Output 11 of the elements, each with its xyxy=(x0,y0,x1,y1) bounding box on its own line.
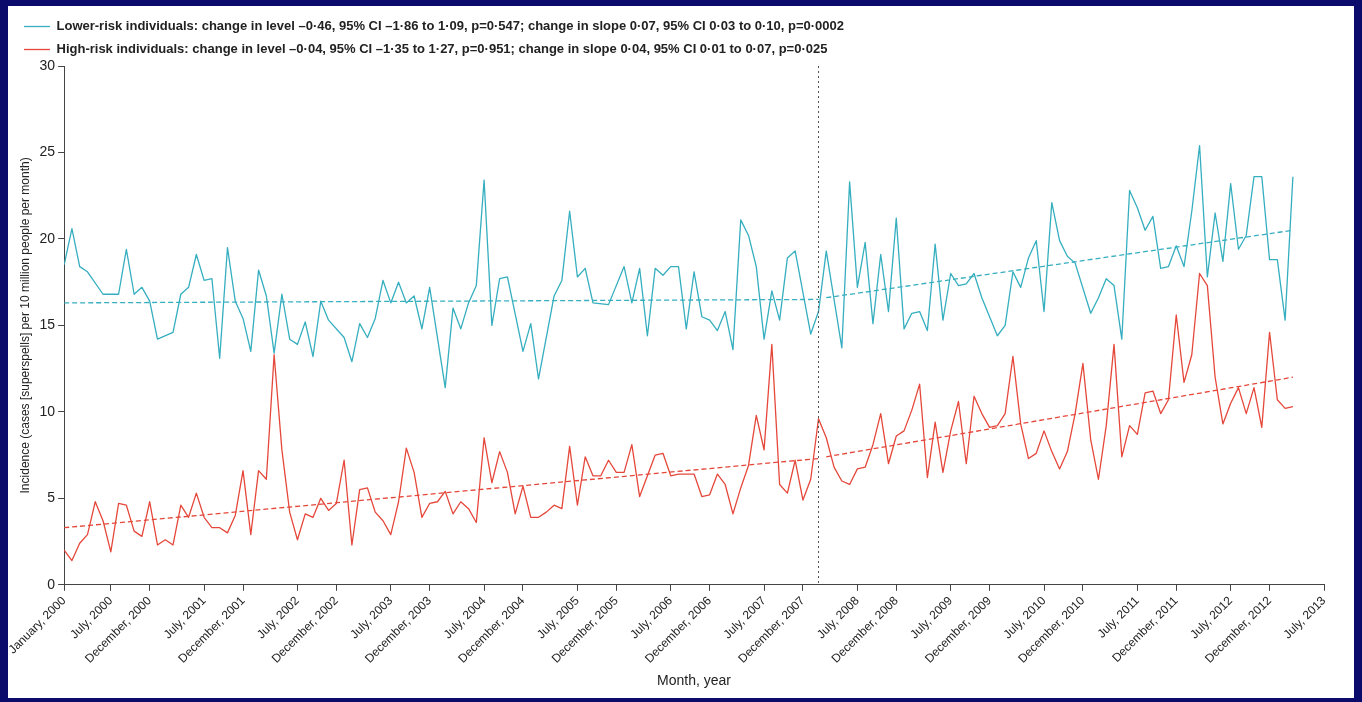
y-tick-label: 20 xyxy=(39,229,56,246)
x-axis-title: Month, year xyxy=(657,672,732,689)
y-tick-label: 15 xyxy=(39,316,56,333)
legend-label: High-risk individuals: change in level –0·04, 95% CI –1·35 to 1·27, p=0·951; change in slope 0·04, 95% CI 0·01 to 0·07, p=0·025 xyxy=(56,41,828,57)
y-axis-title: Incidence (cases [superspells] per 10 million people per month) xyxy=(17,157,32,494)
y-tick-label: 25 xyxy=(39,143,56,160)
y-tick-label: 10 xyxy=(39,402,56,419)
y-tick-label: 5 xyxy=(47,489,56,506)
y-tick-label: 30 xyxy=(39,56,56,73)
y-tick-label: 0 xyxy=(47,575,56,592)
legend-label: Lower-risk individuals: change in level –0·46, 95% CI –1·86 to 1·09, p=0·547; change in slope 0·07, 95% CI 0·03 to 0·10, p=0·0002 xyxy=(56,18,845,34)
